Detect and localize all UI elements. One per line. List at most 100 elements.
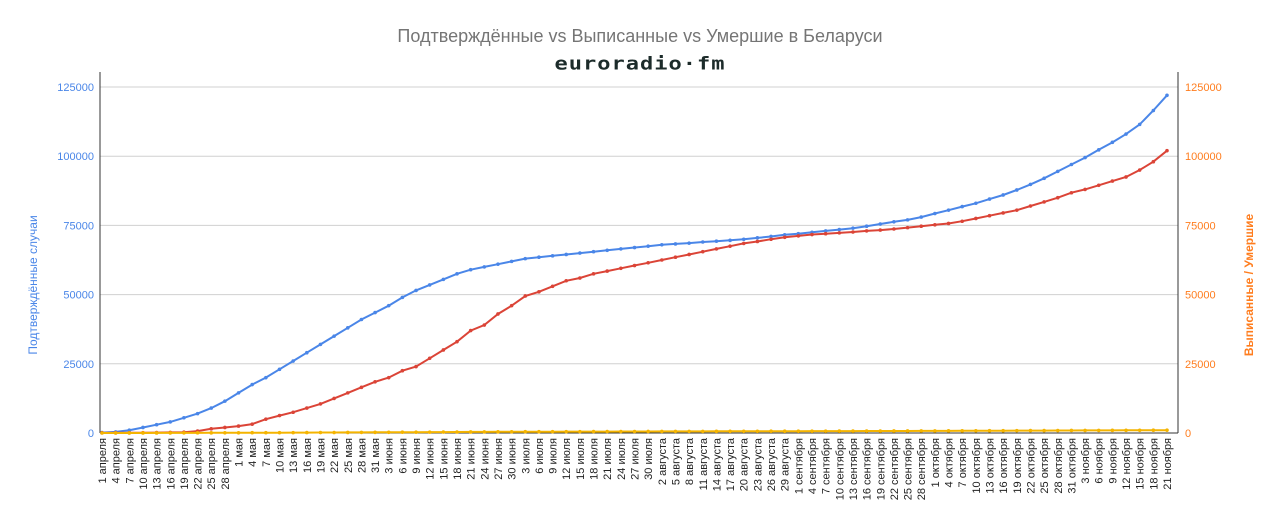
x-tick-label: 22 мая <box>329 438 341 473</box>
data-point-confirmed <box>905 218 910 222</box>
data-point-recovered <box>851 230 855 234</box>
data-point-confirmed <box>933 211 937 216</box>
data-point-deaths <box>427 430 432 434</box>
x-tick-label: 12 июля <box>561 438 573 480</box>
data-point-confirmed <box>250 382 254 387</box>
data-point-recovered <box>892 227 896 231</box>
data-point-confirmed <box>1124 132 1128 136</box>
right-axis-title: Выписанные / Умершие <box>1242 214 1256 357</box>
x-tick-label: 14 августа <box>711 437 723 491</box>
data-point-deaths <box>564 429 569 434</box>
data-point-deaths <box>1124 428 1128 433</box>
data-point-confirmed <box>1055 169 1060 174</box>
data-point-recovered <box>264 417 268 421</box>
x-tick-label: 28 апреля <box>220 438 232 490</box>
data-point-deaths <box>1015 428 1019 433</box>
x-tick-label: 1 октября <box>930 438 942 488</box>
x-tick-label: 16 сентября <box>862 438 874 500</box>
data-point-deaths <box>291 430 295 435</box>
data-point-recovered <box>974 216 978 221</box>
x-tick-label: 4 апреля <box>111 438 123 484</box>
right-tick-label: 75000 <box>1185 220 1216 232</box>
data-point-recovered <box>1069 190 1074 195</box>
data-point-recovered <box>987 213 992 218</box>
data-point-deaths <box>905 429 910 433</box>
data-point-recovered <box>755 239 760 244</box>
data-point-confirmed <box>223 399 227 403</box>
x-tick-label: 20 августа <box>739 437 751 491</box>
data-point-confirmed <box>1137 122 1142 127</box>
data-point-confirmed <box>687 241 691 245</box>
data-point-confirmed <box>482 265 487 269</box>
x-tick-label: 25 сентября <box>903 438 915 500</box>
data-point-confirmed <box>359 317 364 322</box>
data-point-deaths <box>987 428 992 433</box>
data-point-deaths <box>946 429 951 433</box>
data-point-deaths <box>933 429 937 433</box>
data-point-confirmed <box>892 220 896 224</box>
data-point-recovered <box>427 356 432 361</box>
data-point-confirmed <box>755 236 760 240</box>
x-tick-label: 21 июля <box>602 438 614 480</box>
x-tick-label: 6 ноября <box>1094 438 1106 484</box>
left-axis-title: Подтверждённые случаи <box>26 215 40 354</box>
data-point-confirmed <box>1151 108 1156 113</box>
data-point-deaths <box>878 429 883 433</box>
x-tick-label: 6 июля <box>534 438 546 474</box>
x-tick-label: 25 апреля <box>206 438 218 490</box>
data-point-recovered <box>277 413 282 418</box>
data-point-confirmed <box>837 227 842 232</box>
data-point-deaths <box>687 429 691 434</box>
data-point-confirmed <box>605 248 609 253</box>
data-point-deaths <box>550 429 555 434</box>
data-point-deaths <box>1137 428 1142 433</box>
data-point-deaths <box>154 431 159 435</box>
data-point-deaths <box>332 430 336 435</box>
data-point-deaths <box>714 429 719 434</box>
data-point-recovered <box>1151 159 1156 164</box>
data-point-recovered <box>823 231 828 236</box>
right-tick-label: 125000 <box>1185 82 1222 94</box>
x-tick-label: 19 мая <box>315 438 327 473</box>
x-tick-label: 2 августа <box>657 437 669 485</box>
data-point-confirmed <box>455 272 459 276</box>
x-tick-label: 15 июля <box>575 438 587 480</box>
x-tick-label: 22 октября <box>1025 438 1037 494</box>
data-point-deaths <box>960 429 964 433</box>
data-point-confirmed <box>345 326 350 330</box>
data-point-recovered <box>441 348 446 352</box>
data-point-deaths <box>796 429 801 433</box>
left-tick-label: 0 <box>88 428 94 440</box>
data-point-deaths <box>823 429 828 433</box>
x-tick-label: 7 сентября <box>821 438 833 494</box>
data-point-confirmed <box>564 252 569 257</box>
data-point-recovered <box>578 276 582 280</box>
data-point-confirmed <box>878 222 883 226</box>
data-point-confirmed <box>305 350 309 355</box>
left-tick-label: 100000 <box>57 151 94 163</box>
data-point-deaths <box>468 430 473 434</box>
data-point-confirmed <box>496 262 500 266</box>
data-point-confirmed <box>960 204 964 209</box>
data-point-confirmed <box>1001 193 1005 197</box>
data-point-confirmed <box>578 251 582 255</box>
data-point-recovered <box>373 379 377 384</box>
data-point-recovered <box>933 223 937 227</box>
x-tick-label: 25 октября <box>1039 438 1051 494</box>
data-point-recovered <box>386 375 391 380</box>
x-tick-label: 9 ноября <box>1107 438 1119 484</box>
data-point-confirmed <box>386 303 391 308</box>
data-point-deaths <box>782 429 787 434</box>
x-tick-label: 19 октября <box>1012 438 1024 494</box>
data-point-recovered <box>291 410 295 415</box>
data-point-confirmed <box>441 277 446 282</box>
x-tick-label: 16 мая <box>302 438 314 473</box>
x-tick-label: 25 мая <box>343 438 355 473</box>
data-point-confirmed <box>277 367 282 372</box>
data-point-deaths <box>1001 428 1005 433</box>
data-point-deaths <box>209 431 214 435</box>
data-point-recovered <box>537 290 541 294</box>
left-tick-label: 50000 <box>63 290 94 302</box>
data-point-deaths <box>414 430 418 434</box>
data-point-recovered <box>345 391 350 395</box>
